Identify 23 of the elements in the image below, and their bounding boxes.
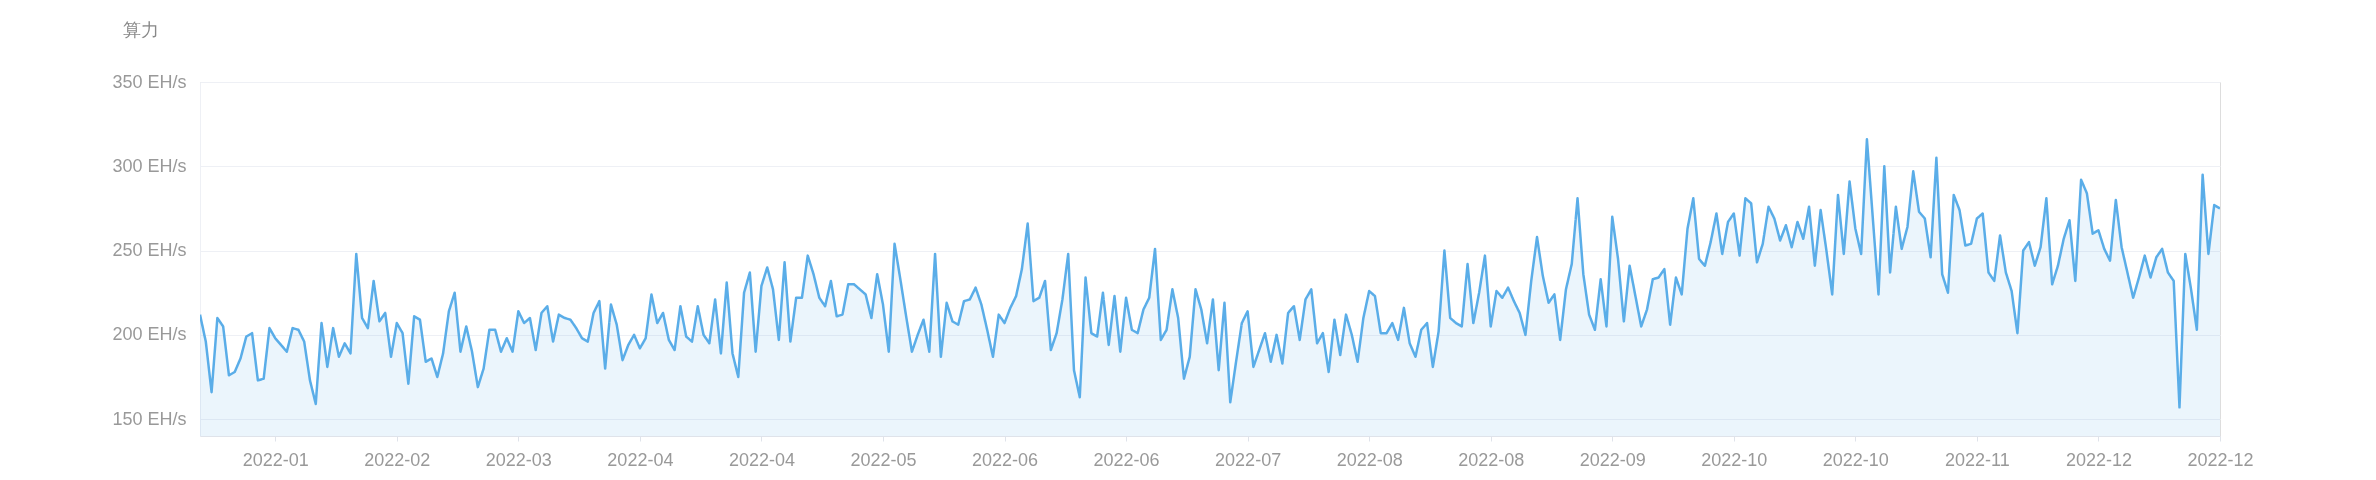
x-tick-label: 2022-09 [1579, 449, 1646, 470]
x-tick-label: 2022-05 [850, 449, 917, 470]
x-tick-label: 2022-10 [1701, 449, 1768, 470]
x-tick-label: 2022-03 [485, 449, 552, 470]
x-tick-label: 2022-08 [1458, 449, 1525, 470]
x-tick-label: 2022-01 [242, 449, 309, 470]
x-tick-label: 2022-07 [1215, 449, 1282, 470]
x-tick-label: 2022-12 [2065, 449, 2132, 470]
y-tick-label: 300 EH/s [112, 155, 187, 176]
x-tick-label: 2022-11 [1945, 449, 2010, 470]
y-tick-label: 250 EH/s [112, 240, 187, 261]
x-tick-label: 2022-02 [364, 449, 431, 470]
x-tick-label: 2022-06 [972, 449, 1039, 470]
x-tick-label: 2022-04 [728, 449, 795, 470]
x-tick-label: 2022-06 [1093, 449, 1160, 470]
x-tick-label: 2022-04 [607, 449, 674, 470]
x-tick-label: 2022-08 [1336, 449, 1403, 470]
y-axis-title: 算力 [122, 19, 159, 40]
y-tick-label: 200 EH/s [112, 324, 187, 345]
x-tick-label: 2022-10 [1822, 449, 1889, 470]
x-tick-label: 2022-12 [2187, 449, 2254, 470]
y-tick-label: 150 EH/s [112, 408, 187, 429]
y-tick-label: 350 EH/s [112, 71, 187, 92]
